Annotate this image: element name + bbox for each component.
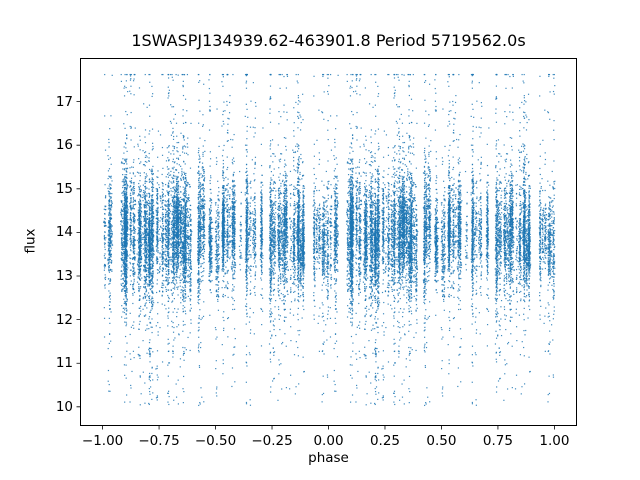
y-tick-label: 15 xyxy=(55,180,73,197)
x-tick-label: −0.75 xyxy=(138,433,180,449)
x-tick-label: 0.00 xyxy=(313,433,344,449)
y-tick-label: 16 xyxy=(55,137,73,154)
y-tick-label: 12 xyxy=(55,311,73,328)
y-tick-label: 11 xyxy=(55,355,73,372)
x-tick-label: −1.00 xyxy=(81,433,124,449)
y-tick-label: 14 xyxy=(55,224,73,241)
y-tick-label: 13 xyxy=(55,268,73,284)
x-tick-label: −0.25 xyxy=(251,433,293,449)
axes-frame xyxy=(80,58,577,426)
y-tick-label: 17 xyxy=(55,93,73,110)
chart-title: 1SWASPJ134939.62-463901.8 Period 5719562… xyxy=(131,31,526,50)
x-tick-label: 1.00 xyxy=(539,433,570,449)
x-tick-label: 0.25 xyxy=(369,433,400,449)
x-axis-label: phase xyxy=(308,450,349,466)
x-tick-label: −0.50 xyxy=(194,433,237,449)
x-tick-label: 0.50 xyxy=(426,433,457,449)
x-tick-label: 0.75 xyxy=(482,433,513,449)
y-tick-label: 10 xyxy=(55,398,73,415)
